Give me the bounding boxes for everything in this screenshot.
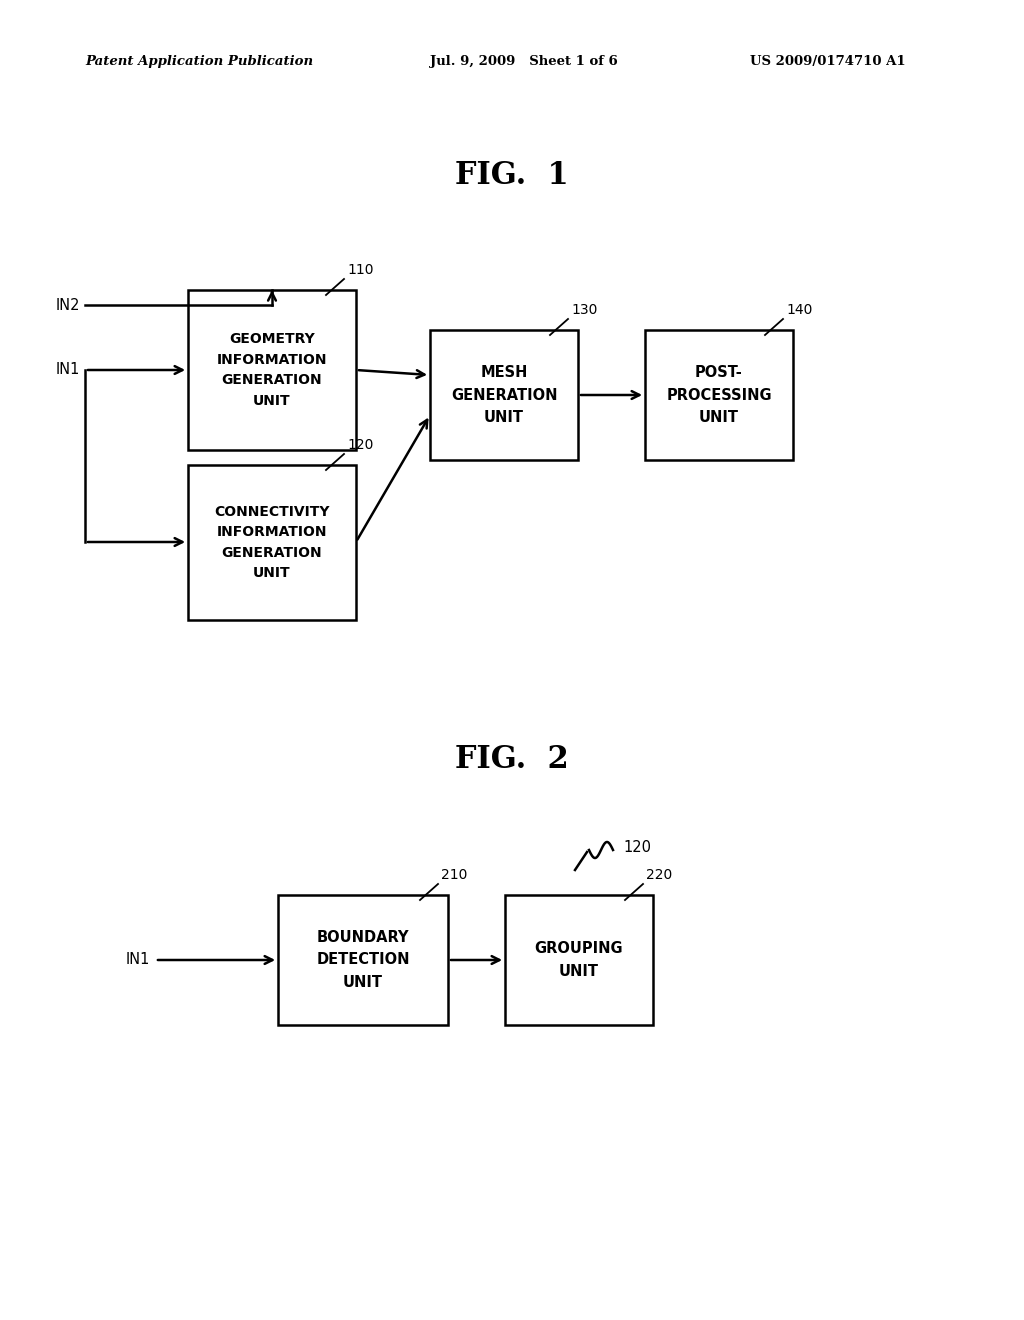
Bar: [188, 290, 356, 450]
Bar: [430, 330, 578, 459]
Text: Jul. 9, 2009   Sheet 1 of 6: Jul. 9, 2009 Sheet 1 of 6: [430, 55, 617, 69]
Text: POST-
PROCESSING
UNIT: POST- PROCESSING UNIT: [667, 366, 772, 425]
Text: Patent Application Publication: Patent Application Publication: [85, 55, 313, 69]
Text: 120: 120: [623, 841, 651, 855]
Text: 210: 210: [441, 869, 467, 882]
Text: IN1: IN1: [55, 363, 80, 378]
Text: 120: 120: [347, 438, 374, 451]
Text: CONNECTIVITY
INFORMATION
GENERATION
UNIT: CONNECTIVITY INFORMATION GENERATION UNIT: [214, 504, 330, 581]
Text: BOUNDARY
DETECTION
UNIT: BOUNDARY DETECTION UNIT: [316, 931, 410, 990]
Text: FIG.  1: FIG. 1: [456, 160, 568, 190]
Text: US 2009/0174710 A1: US 2009/0174710 A1: [750, 55, 905, 69]
Text: GEOMETRY
INFORMATION
GENERATION
UNIT: GEOMETRY INFORMATION GENERATION UNIT: [217, 333, 328, 408]
Bar: [188, 465, 356, 620]
Text: GROUPING
UNIT: GROUPING UNIT: [535, 941, 624, 978]
Text: IN1: IN1: [126, 953, 150, 968]
Bar: [645, 330, 793, 459]
Text: IN2: IN2: [55, 297, 80, 313]
Bar: [505, 895, 653, 1026]
Text: 110: 110: [347, 263, 374, 277]
Text: MESH
GENERATION
UNIT: MESH GENERATION UNIT: [451, 366, 557, 425]
Text: 140: 140: [786, 304, 812, 317]
Text: 130: 130: [571, 304, 597, 317]
Text: 220: 220: [646, 869, 672, 882]
Text: FIG.  2: FIG. 2: [455, 744, 569, 776]
Bar: [278, 895, 449, 1026]
